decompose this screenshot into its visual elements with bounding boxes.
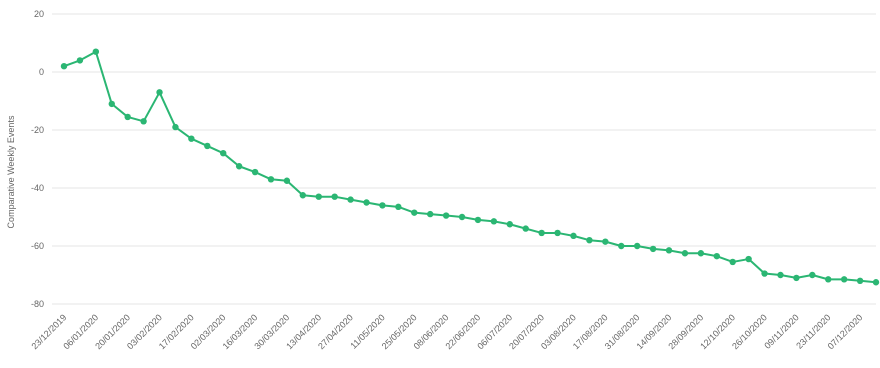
data-point bbox=[729, 258, 736, 266]
gridlines bbox=[52, 13, 876, 305]
data-point bbox=[745, 255, 752, 263]
data-point bbox=[665, 247, 673, 254]
data-point bbox=[347, 196, 354, 203]
data-point bbox=[872, 279, 880, 286]
data-point bbox=[474, 216, 482, 224]
data-point bbox=[379, 202, 386, 209]
data-point bbox=[315, 193, 322, 200]
y-axis-title: Comparative Weekly Events bbox=[6, 115, 16, 228]
data-point bbox=[856, 277, 864, 284]
data-point bbox=[76, 57, 84, 64]
data-point bbox=[204, 142, 211, 150]
data-point bbox=[570, 232, 577, 240]
data-point bbox=[458, 213, 466, 221]
data-point bbox=[840, 276, 848, 283]
y-tick-label: 0 bbox=[39, 67, 44, 77]
data-point bbox=[809, 271, 816, 279]
data-point bbox=[251, 168, 259, 176]
data-point bbox=[188, 135, 195, 142]
data-point bbox=[140, 118, 147, 125]
data-point bbox=[649, 245, 657, 253]
y-axis-ticks: 20 0 -20 -40 -60 -80 bbox=[31, 9, 44, 309]
data-point bbox=[554, 229, 561, 237]
data-point bbox=[108, 100, 115, 108]
data-point bbox=[172, 123, 179, 131]
data-points bbox=[60, 48, 880, 286]
data-point bbox=[156, 89, 163, 96]
data-point bbox=[60, 62, 68, 70]
data-point bbox=[267, 176, 275, 183]
y-tick-label: 20 bbox=[34, 9, 44, 19]
data-point bbox=[426, 210, 434, 218]
y-tick-label: -80 bbox=[31, 299, 44, 309]
data-point bbox=[490, 218, 498, 225]
data-point bbox=[331, 193, 338, 200]
x-axis-ticks: 23/12/201906/01/202020/01/202003/02/2020… bbox=[29, 312, 864, 351]
data-point bbox=[299, 192, 307, 199]
data-point bbox=[618, 242, 625, 250]
data-point bbox=[777, 271, 784, 279]
data-point bbox=[713, 252, 720, 260]
data-point bbox=[395, 203, 402, 211]
data-point bbox=[697, 250, 705, 257]
data-point bbox=[538, 229, 545, 237]
data-point bbox=[283, 177, 291, 184]
data-point bbox=[522, 225, 529, 232]
y-tick-label: -20 bbox=[31, 125, 44, 135]
data-point bbox=[92, 48, 100, 55]
data-point bbox=[761, 270, 768, 277]
data-point bbox=[220, 150, 227, 157]
data-point bbox=[633, 242, 641, 250]
data-point bbox=[681, 250, 689, 257]
data-point bbox=[124, 113, 131, 121]
series-line bbox=[63, 50, 877, 284]
data-point bbox=[363, 199, 370, 206]
data-point bbox=[793, 274, 800, 282]
y-tick-label: -60 bbox=[31, 241, 44, 251]
data-point bbox=[825, 276, 832, 283]
data-point bbox=[442, 212, 450, 219]
y-tick-label: -40 bbox=[31, 183, 44, 193]
data-point bbox=[506, 221, 514, 228]
data-point bbox=[586, 237, 593, 244]
data-point bbox=[411, 209, 418, 216]
data-point bbox=[602, 238, 609, 245]
data-point bbox=[235, 163, 243, 170]
